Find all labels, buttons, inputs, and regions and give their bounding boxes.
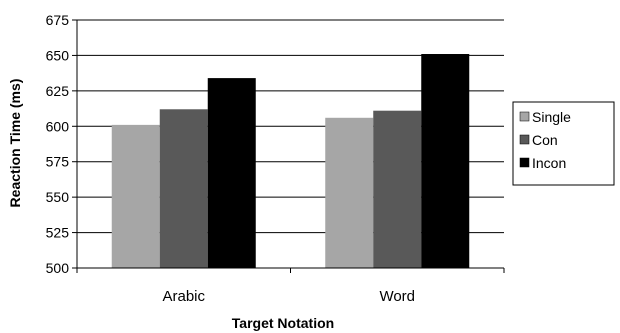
y-tick-label: 550: [46, 189, 70, 205]
y-tick-labels: 500 525 550 575 600 625 650 675: [46, 12, 70, 276]
bar-single-arabic: [111, 124, 160, 269]
y-tick-label: 600: [46, 118, 70, 134]
legend-label: Single: [532, 109, 571, 125]
x-category-labels: Arabic Word: [162, 288, 415, 305]
legend-label: Con: [532, 132, 558, 148]
axes: [72, 19, 505, 273]
bar-incon-word: [421, 54, 470, 268]
bar-incon-arabic: [207, 78, 256, 268]
y-tick-label: 625: [46, 83, 70, 99]
legend-swatch: [519, 157, 530, 168]
y-tick-label: 650: [46, 47, 70, 63]
legend: Single Con Incon: [512, 101, 615, 186]
x-category-label: Word: [379, 288, 415, 305]
y-tick-label: 675: [46, 12, 70, 28]
x-category-label: Arabic: [162, 288, 205, 305]
x-axis-title: Target Notation: [232, 315, 334, 331]
y-tick-label: 575: [46, 154, 70, 170]
bar-con-word: [373, 110, 422, 268]
legend-box: [512, 101, 615, 186]
bar-con-arabic: [159, 109, 208, 268]
y-axis-title: Reaction Time (ms): [7, 79, 23, 208]
legend-label: Incon: [532, 155, 566, 171]
y-tick-label: 500: [46, 260, 70, 276]
y-tick-label: 525: [46, 225, 70, 241]
legend-swatch: [519, 111, 530, 122]
bars: [111, 54, 470, 269]
bar-single-word: [325, 117, 374, 268]
legend-swatch: [519, 134, 530, 145]
